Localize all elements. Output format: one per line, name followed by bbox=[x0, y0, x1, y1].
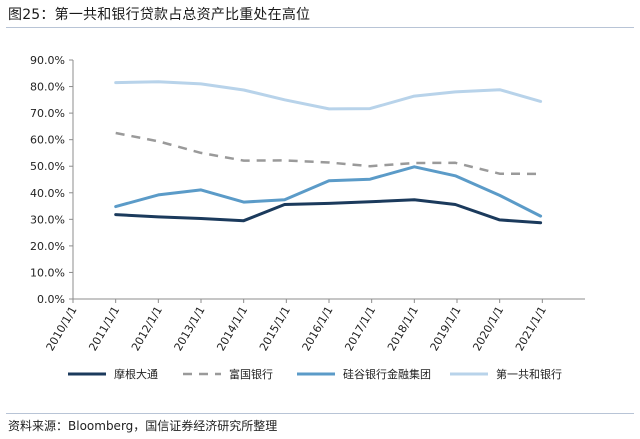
title-rule bbox=[6, 27, 634, 28]
legend-label-3: 第一共和银行 bbox=[496, 367, 562, 381]
y-tick-label: 70.0% bbox=[30, 107, 65, 120]
y-tick-label: 20.0% bbox=[30, 240, 65, 253]
series-line-0 bbox=[114, 198, 543, 225]
series-line-2 bbox=[114, 165, 543, 218]
y-tick-label: 50.0% bbox=[30, 160, 65, 173]
y-tick-label: 30.0% bbox=[30, 213, 65, 226]
y-tick-label: 80.0% bbox=[30, 81, 65, 94]
figure-title: 图25：第一共和银行贷款占总资产比重处在高位 bbox=[8, 7, 311, 23]
y-tick-label: 10.0% bbox=[30, 266, 65, 279]
y-tick-label: 40.0% bbox=[30, 187, 65, 200]
x-tick-label: 2019/1/1 bbox=[428, 304, 464, 353]
x-tick-label: 2015/1/1 bbox=[257, 304, 293, 353]
y-tick-label: 0.0% bbox=[37, 293, 65, 306]
x-tick-label: 2014/1/1 bbox=[214, 304, 250, 353]
x-tick-label: 2013/1/1 bbox=[172, 304, 208, 353]
series-line-3 bbox=[114, 80, 543, 111]
x-tick-label: 2010/1/1 bbox=[44, 304, 80, 353]
y-tick-label: 60.0% bbox=[30, 134, 65, 147]
x-tick-label: 2016/1/1 bbox=[300, 304, 336, 353]
x-tick-label: 2021/1/1 bbox=[513, 304, 549, 353]
line-chart: 0.0% 10.0% 20.0% 30.0% 40.0% 50.0% 60.0% 70.0% 8… bbox=[30, 54, 585, 381]
legend-label-0: 摩根大通 bbox=[114, 367, 158, 381]
x-tick-label: 2011/1/1 bbox=[86, 304, 122, 353]
legend-label-2: 硅谷银行金融集团 bbox=[343, 367, 431, 381]
source-rule bbox=[6, 413, 634, 414]
series-line-1 bbox=[115, 131, 541, 176]
x-tick-label: 2020/1/1 bbox=[470, 304, 506, 353]
source-note: 资料来源：Bloomberg，国信证券经济研究所整理 bbox=[8, 419, 278, 433]
x-tick-label: 2012/1/1 bbox=[129, 304, 165, 353]
x-tick-label: 2018/1/1 bbox=[385, 304, 421, 353]
legend-label-1: 富国银行 bbox=[229, 367, 273, 381]
x-tick-label: 2017/1/1 bbox=[342, 304, 378, 353]
y-tick-label: 90.0% bbox=[30, 54, 65, 67]
